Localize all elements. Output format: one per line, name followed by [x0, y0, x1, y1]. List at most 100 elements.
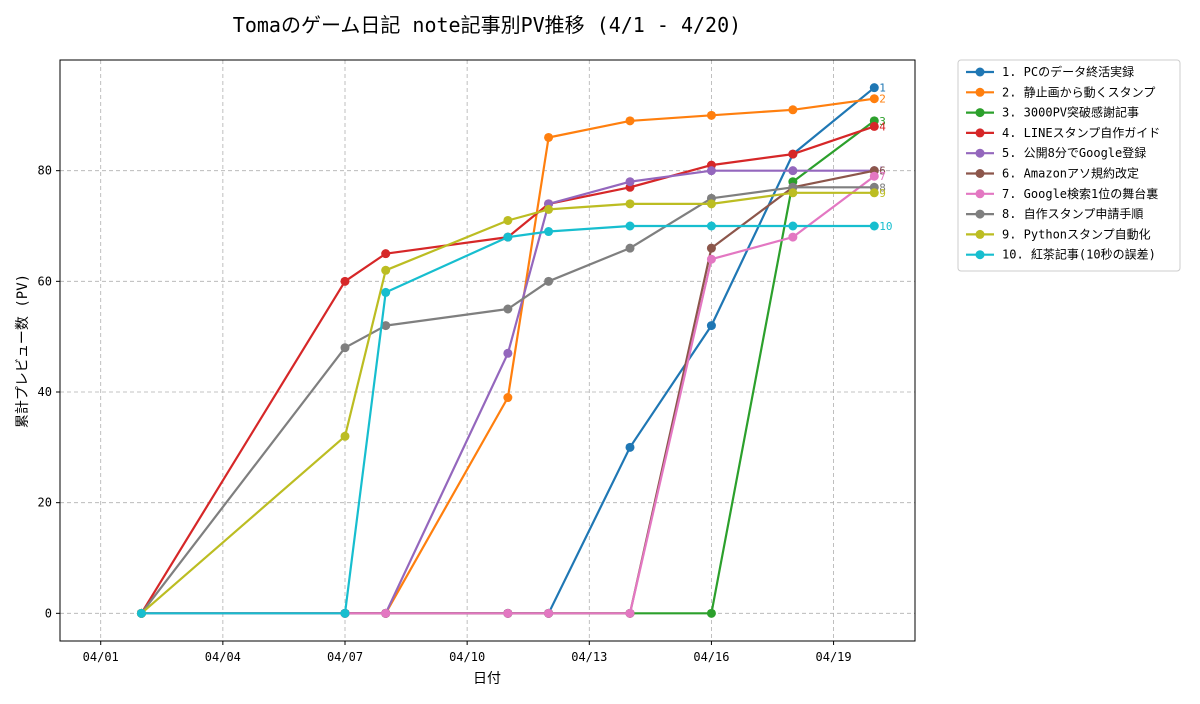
legend-swatch-marker	[975, 229, 985, 239]
data-point	[706, 254, 716, 264]
data-point	[503, 304, 513, 314]
data-point	[869, 83, 879, 93]
data-point	[788, 149, 798, 159]
legend-item: 10. 紅茶記事(10秒の誤差)	[966, 247, 1156, 262]
data-point	[503, 608, 513, 618]
data-point	[869, 171, 879, 181]
series-end-label: 10	[879, 220, 892, 233]
x-tick-label: 04/13	[571, 650, 607, 664]
y-tick-label: 0	[45, 606, 52, 620]
y-tick-label: 80	[38, 164, 52, 178]
legend-label: 8. 自作スタンプ申請手順	[1002, 207, 1143, 221]
x-tick-label: 04/04	[205, 650, 241, 664]
data-point	[706, 199, 716, 209]
data-point	[625, 199, 635, 209]
legend-swatch-marker	[975, 67, 985, 77]
series-5: 5	[136, 165, 886, 618]
legend-label: 9. Pythonスタンプ自動化	[1002, 227, 1151, 241]
legend-item: 2. 静止画から動くスタンプ	[966, 85, 1155, 99]
data-point	[788, 105, 798, 115]
data-point	[869, 221, 879, 231]
data-point	[869, 94, 879, 104]
data-point	[706, 221, 716, 231]
legend-swatch-marker	[975, 87, 985, 97]
y-axis-label: 累計プレビュー数 (PV)	[15, 274, 31, 428]
data-point	[788, 188, 798, 198]
data-point	[381, 321, 391, 331]
data-point	[503, 232, 513, 242]
legend-item: 3. 3000PV突破感謝記事	[966, 105, 1139, 120]
data-point	[503, 348, 513, 358]
axes: 04/01 04/04 04/07 04/10 04/13 04/16 04/19 0 20 40…	[38, 164, 852, 664]
legend-swatch-marker	[975, 128, 985, 138]
data-point	[544, 276, 554, 286]
data-point	[340, 276, 350, 286]
series-end-label: 8	[879, 181, 886, 194]
data-point	[381, 249, 391, 259]
data-point	[788, 166, 798, 176]
chart-title: Tomaのゲーム日記 note記事別PV推移 (4/1 - 4/20)	[233, 13, 741, 37]
x-tick-label: 04/10	[449, 650, 485, 664]
series-line	[140, 191, 875, 615]
legend-item: 1. PCのデータ終活実録	[966, 64, 1134, 79]
data-point	[706, 110, 716, 120]
legend-item: 8. 自作スタンプ申請手順	[966, 207, 1143, 221]
legend-label: 2. 静止画から動くスタンプ	[1002, 85, 1155, 99]
legend-item: 5. 公開8分でGoogle登録	[966, 145, 1146, 160]
series-9: 9	[136, 187, 886, 618]
data-point	[381, 287, 391, 297]
x-tick-label: 04/07	[327, 650, 363, 664]
legend-label: 10. 紅茶記事(10秒の誤差)	[1002, 247, 1156, 262]
legend-swatch-marker	[975, 148, 985, 158]
data-point	[544, 608, 554, 618]
series-line	[141, 224, 875, 615]
y-tick-label: 40	[38, 385, 52, 399]
series-end-label: 2	[879, 93, 886, 106]
legend-label: 3. 3000PV突破感謝記事	[1002, 105, 1139, 120]
legend-label: 6. Amazonアソ規約改定	[1002, 166, 1139, 181]
series-end-label: 7	[879, 170, 886, 183]
data-point	[503, 215, 513, 225]
series-line	[140, 125, 875, 614]
legend-item: 9. Pythonスタンプ自動化	[966, 227, 1151, 241]
data-point	[625, 116, 635, 126]
data-point	[788, 221, 798, 231]
series-end-label: 4	[879, 120, 886, 133]
legend-box	[957, 59, 1181, 272]
data-point	[340, 608, 350, 618]
series-6: 6	[136, 165, 886, 618]
y-tick-label: 20	[38, 496, 52, 510]
legend-label: 7. Google検索1位の舞台裏	[1002, 186, 1158, 201]
series-end-label: 9	[879, 187, 886, 200]
legend-swatch-marker	[975, 209, 985, 219]
x-tick-label: 04/01	[83, 650, 119, 664]
data-point	[625, 608, 635, 618]
data-point	[706, 321, 716, 331]
series-1: 1	[136, 82, 886, 618]
legend-swatch-marker	[975, 108, 985, 118]
series-end-label: 3	[879, 115, 886, 128]
x-tick-label: 04/16	[693, 650, 729, 664]
data-point	[706, 166, 716, 176]
data-point	[788, 232, 798, 242]
x-tick-label: 04/19	[816, 650, 852, 664]
series-line	[141, 120, 875, 615]
data-point	[706, 243, 716, 253]
series-end-label: 1	[879, 82, 886, 95]
data-point	[136, 608, 146, 618]
series-10: 10	[136, 220, 893, 618]
legend-swatch-marker	[975, 189, 985, 199]
y-tick-label: 60	[38, 274, 52, 288]
legend-item: 4. LINEスタンプ自作ガイド	[966, 126, 1160, 140]
series-end-label: 5	[879, 165, 886, 178]
data-point	[625, 177, 635, 187]
legend-item: 7. Google検索1位の舞台裏	[966, 186, 1158, 201]
data-point	[340, 431, 350, 441]
legend-label: 5. 公開8分でGoogle登録	[1002, 145, 1146, 160]
legend-label: 4. LINEスタンプ自作ガイド	[1002, 126, 1160, 140]
data-point	[625, 442, 635, 452]
data-point	[503, 393, 513, 403]
data-point	[381, 608, 391, 618]
